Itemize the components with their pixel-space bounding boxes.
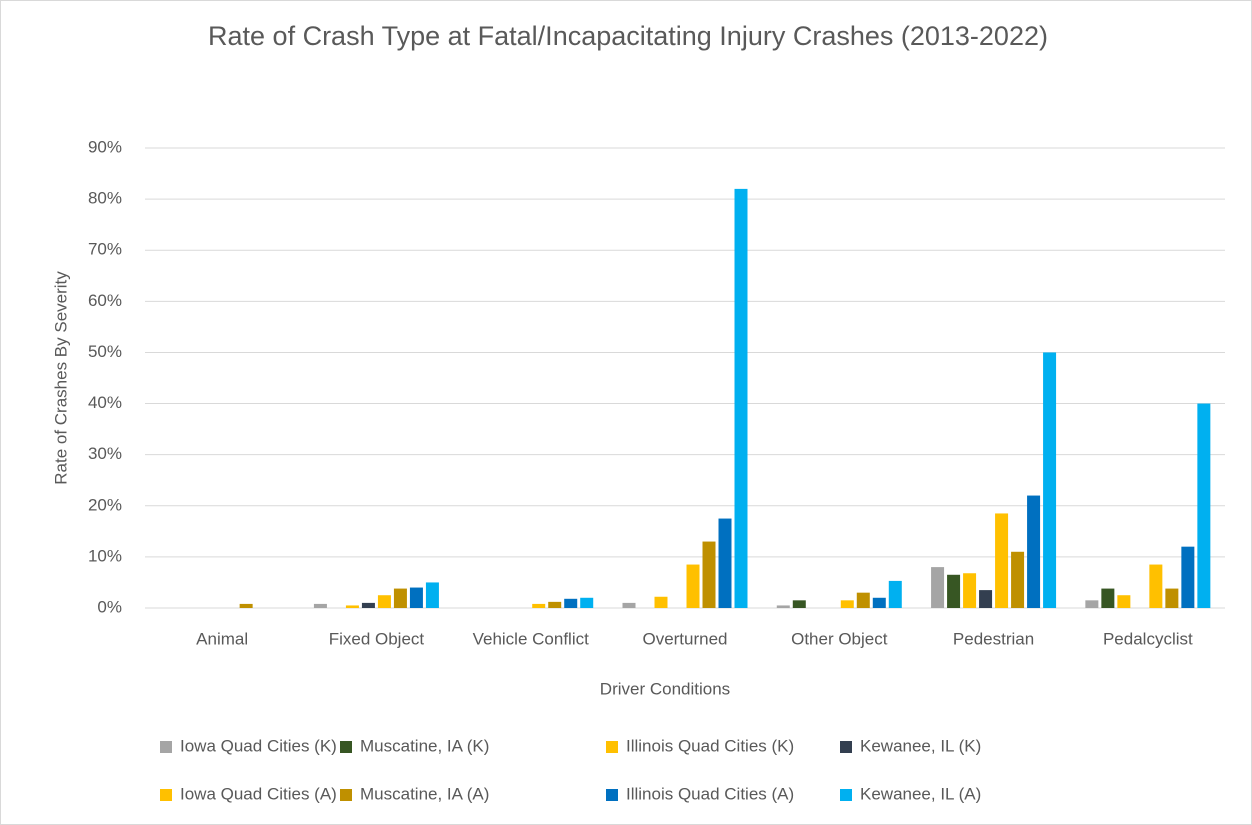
x-tick-label: Animal [196,629,248,648]
y-tick-label: 0% [97,597,122,616]
bar [393,588,407,608]
bar [377,595,391,608]
legend-label: Iowa Quad Cities (A) [180,784,337,803]
bar [532,603,546,608]
bar [425,582,439,608]
bar [1181,546,1195,608]
y-tick-label: 60% [88,291,122,310]
bar [947,574,961,608]
y-tick-label: 50% [88,342,122,361]
legend-swatch [160,789,172,801]
legend-label: Illinois Quad Cities (K) [626,736,794,755]
bar [564,598,578,608]
bar [734,188,748,608]
bar [1011,551,1025,608]
y-tick-label: 30% [88,444,122,463]
x-tick-label: Pedalcyclist [1103,629,1193,648]
bar [580,597,594,608]
bar [1101,588,1115,608]
legend-swatch [606,741,618,753]
bar [840,600,854,608]
x-tick-label: Other Object [791,629,888,648]
bar [979,590,993,608]
y-tick-label: 10% [88,546,122,565]
y-tick-label: 90% [88,137,122,156]
bar [654,596,668,608]
legend-swatch [160,741,172,753]
bar [856,592,870,608]
x-tick-label: Fixed Object [329,629,425,648]
bar [686,564,700,608]
legend-label: Muscatine, IA (K) [360,736,489,755]
bar [995,513,1009,608]
bar [1027,495,1041,608]
bar [622,602,636,608]
bar [345,605,359,608]
bar [963,573,977,608]
x-axis-label: Driver Conditions [600,679,730,698]
bar [1165,588,1179,608]
y-tick-label: 40% [88,393,122,412]
bar [409,587,423,608]
bar [931,567,945,608]
bar [792,600,806,608]
legend-label: Kewanee, IL (K) [860,736,981,755]
bar [776,605,790,608]
bar [702,541,716,608]
chart-title: Rate of Crash Type at Fatal/Incapacitati… [208,21,1048,51]
legend-label: Kewanee, IL (A) [860,784,981,803]
legend-label: Iowa Quad Cities (K) [180,736,337,755]
y-tick-label: 20% [88,495,122,514]
y-tick-label: 80% [88,189,122,208]
bar [718,518,732,608]
y-tick-label: 70% [88,240,122,259]
bar [1117,595,1131,608]
bar [548,601,562,608]
legend-swatch [840,789,852,801]
bar [361,602,375,608]
y-axis-label: Rate of Crashes By Severity [51,271,70,485]
legend-swatch [606,789,618,801]
legend-swatch [840,741,852,753]
bar [1085,600,1099,608]
bar [313,603,327,608]
x-tick-label: Pedestrian [953,629,1034,648]
bar [888,580,902,608]
x-tick-label: Overturned [642,629,727,648]
bar [1043,352,1057,608]
bar [1149,564,1163,608]
x-tick-label: Vehicle Conflict [473,629,590,648]
bar [872,597,886,608]
bar [239,603,253,608]
bar [1197,403,1211,608]
legend-swatch [340,741,352,753]
legend-swatch [340,789,352,801]
legend-label: Muscatine, IA (A) [360,784,489,803]
legend-label: Illinois Quad Cities (A) [626,784,794,803]
